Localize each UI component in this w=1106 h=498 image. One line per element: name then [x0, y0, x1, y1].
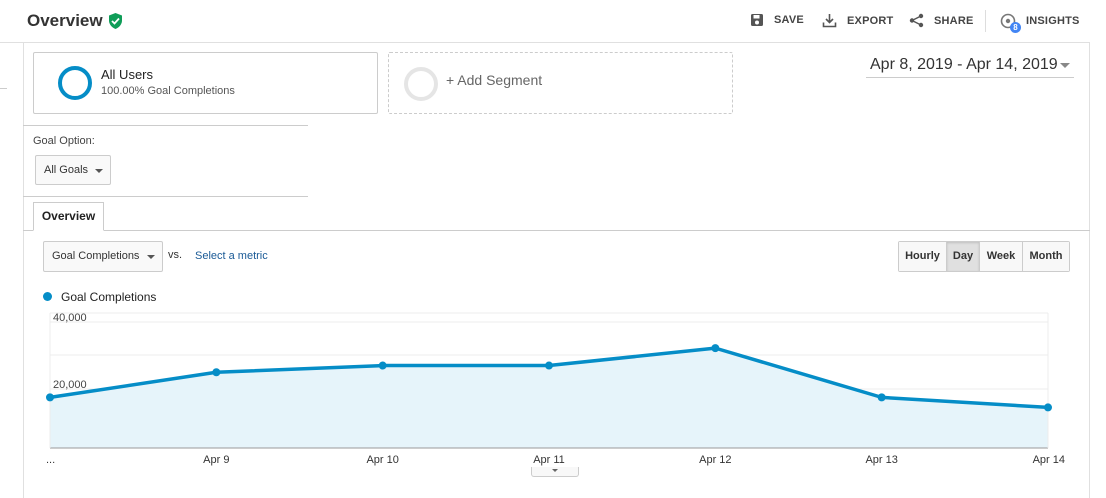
x-tick-label: Apr 13: [865, 454, 897, 466]
data-point-5: [877, 393, 886, 402]
period-hourly-button[interactable]: Hourly: [899, 242, 947, 271]
add-segment-label: + Add Segment: [446, 72, 543, 88]
divider: [23, 196, 308, 197]
metric-select[interactable]: Goal Completions: [43, 241, 163, 272]
data-point-2: [378, 361, 387, 370]
insights-label: INSIGHTS: [1026, 15, 1080, 27]
data-point-4: [711, 344, 720, 353]
toolbar-divider: [985, 10, 986, 32]
period-week-button[interactable]: Week: [980, 242, 1023, 271]
legend-swatch: [43, 292, 52, 301]
period-day-button[interactable]: Day: [947, 242, 980, 271]
y-tick-label: 20,000: [53, 379, 87, 391]
share-icon: [909, 13, 924, 28]
save-button[interactable]: SAVE: [750, 13, 804, 27]
chevron-down-icon: [147, 255, 155, 259]
save-icon: [751, 14, 763, 26]
x-tick-label: Apr 9: [203, 454, 229, 466]
legend-label: Goal Completions: [61, 290, 157, 304]
y-tick-label: 40,000: [53, 312, 87, 324]
period-month-button[interactable]: Month: [1023, 242, 1069, 271]
insights-badge: 8: [1010, 22, 1021, 33]
chart-expand-handle[interactable]: [531, 467, 579, 477]
date-range-label: Apr 8, 2019 - Apr 14, 2019: [870, 56, 1058, 73]
divider: [23, 125, 308, 126]
verified-shield-icon: [109, 13, 122, 29]
metric-select-value: Goal Completions: [52, 250, 140, 262]
chevron-down-icon: [1060, 63, 1070, 68]
export-label: EXPORT: [847, 14, 894, 27]
x-tick-label: ...: [46, 454, 55, 466]
segment-all-users[interactable]: All Users 100.00% Goal Completions: [33, 52, 378, 114]
edge-mark: [0, 88, 7, 89]
vs-label: vs.: [168, 249, 183, 261]
data-point-6: [1044, 403, 1052, 412]
share-label: SHARE: [934, 14, 974, 27]
goal-option-value: All Goals: [44, 164, 89, 176]
date-range-picker[interactable]: Apr 8, 2019 - Apr 14, 2019: [866, 52, 1074, 78]
insights-button[interactable]: INSIGHTS: [1000, 13, 1080, 29]
data-point-1: [212, 368, 221, 377]
chevron-down-icon: [95, 169, 103, 173]
add-segment-button[interactable]: + Add Segment: [388, 52, 733, 114]
goal-option-select[interactable]: All Goals: [35, 155, 111, 185]
share-button[interactable]: SHARE: [909, 13, 974, 28]
x-tick-label: Apr 11: [533, 454, 565, 466]
data-point-0: [46, 393, 54, 402]
save-label: SAVE: [774, 14, 804, 26]
export-icon: [822, 14, 837, 28]
period-toggle: Hourly Day Week Month: [898, 241, 1070, 272]
segment-name: All Users: [101, 67, 154, 82]
x-tick-label: Apr 12: [699, 454, 731, 466]
left-border: [23, 43, 24, 498]
empty-segment-ring-icon: [404, 67, 438, 101]
goal-completions-chart: 40,000 20,000... Apr 9 Apr 10 Apr 11 Apr 12 Ap…: [46, 312, 1065, 466]
x-tick-label: Apr 10: [366, 454, 398, 466]
data-point-3: [545, 361, 553, 370]
segment-ring-icon: [58, 66, 92, 100]
export-button[interactable]: EXPORT: [822, 13, 893, 28]
x-tick-label: Apr 14: [1033, 454, 1065, 466]
tab-overview[interactable]: Overview: [33, 202, 104, 231]
segment-subtitle: 100.00% Goal Completions: [101, 85, 235, 97]
chevron-down-icon: [552, 469, 558, 472]
header-bar: Overview SAVE EXPORT SHARE: [0, 0, 1090, 43]
insights-icon: [1000, 13, 1016, 29]
goal-option-label: Goal Option:: [33, 135, 95, 147]
page-title: Overview: [27, 11, 103, 30]
right-border: [1089, 43, 1090, 498]
tab-strip-border: [23, 230, 1090, 231]
select-metric-link[interactable]: Select a metric: [195, 250, 268, 262]
